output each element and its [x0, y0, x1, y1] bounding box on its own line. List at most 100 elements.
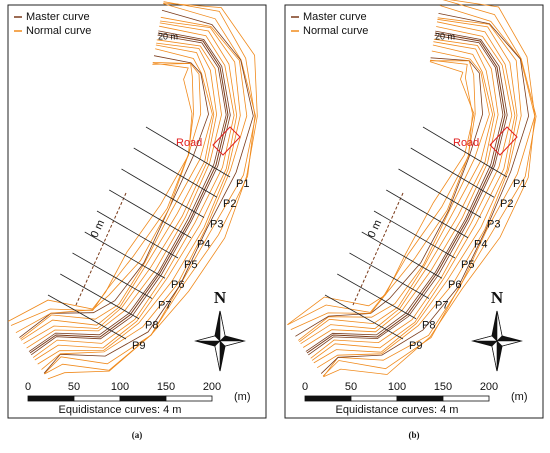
profile-line [386, 189, 469, 239]
panel-frame [284, 4, 544, 419]
panel-caption: (a) [132, 430, 143, 440]
contour-line [320, 13, 530, 374]
north-label: N [491, 288, 504, 307]
contour-line [323, 0, 536, 378]
profile-line [337, 273, 417, 320]
contour-line [23, 42, 218, 345]
profile-label: P1 [236, 178, 249, 190]
profile-label: P9 [132, 340, 145, 352]
road-label: Road [453, 137, 479, 149]
profile-line [96, 210, 179, 259]
profile-label: P2 [223, 198, 236, 210]
profile-label: P7 [435, 299, 448, 311]
scale-label: 0 [25, 381, 31, 393]
scale-note: Equidistance curves: 4 m [336, 404, 459, 416]
contour-line [287, 61, 475, 326]
contour-line [299, 44, 494, 343]
legend-label: Normal curve [26, 25, 91, 37]
profile-line [422, 126, 508, 178]
scale-unit: (m) [234, 391, 251, 403]
scale-segment [350, 395, 398, 402]
profile-label: P5 [184, 259, 197, 271]
contour-line [44, 1, 256, 375]
scale-segment [27, 395, 75, 402]
profile-line [398, 168, 482, 218]
contour-line [43, 9, 254, 374]
profile-line [349, 252, 430, 299]
contour-line [300, 41, 495, 345]
contour-line [290, 60, 476, 330]
profile-line [84, 231, 166, 279]
contour-line [308, 30, 508, 356]
compass-light [195, 310, 245, 372]
contour-line [298, 50, 490, 341]
scale-segment [304, 395, 352, 402]
contour-line [15, 62, 202, 334]
profile-label: P5 [461, 259, 474, 271]
scale-unit: (m) [511, 391, 528, 403]
profile-label: P3 [210, 218, 223, 230]
contour-line [20, 48, 213, 340]
panel-frame [7, 4, 267, 419]
profile-line [121, 168, 205, 218]
contour-line [26, 39, 222, 349]
contour-line [41, 16, 248, 370]
contour-line [313, 18, 518, 364]
contour-line [29, 32, 229, 354]
north-label: N [214, 288, 227, 307]
scale-note: Equidistance curves: 4 m [59, 404, 182, 416]
profile-line [410, 147, 495, 198]
profile-label: P6 [171, 279, 184, 291]
profile-line [72, 252, 153, 299]
road [212, 126, 241, 156]
contour-line [323, 5, 536, 377]
contour-line [19, 55, 209, 338]
profile-label: P8 [422, 320, 435, 332]
scale-label: 150 [157, 381, 175, 393]
panel-caption: (b) [409, 430, 420, 440]
profile-label: P4 [474, 239, 487, 251]
contour-line [287, 59, 473, 326]
profile-label: P1 [513, 178, 526, 190]
profile-line [145, 126, 231, 178]
scale-label: 100 [388, 381, 406, 393]
profile-line [133, 147, 218, 198]
profile-label: P2 [500, 198, 513, 210]
contour-line [311, 21, 516, 361]
scale-label: 150 [434, 381, 452, 393]
contour-line [322, 0, 537, 377]
scale-label: 50 [68, 381, 80, 393]
scale-segment [119, 395, 167, 402]
compass-light [472, 310, 522, 372]
contour-line [295, 57, 484, 337]
profile-label: P9 [409, 340, 422, 352]
road-label: Road [176, 137, 202, 149]
contour-label: 20 m [158, 31, 178, 41]
profile-line [60, 273, 140, 320]
profile-label: P3 [487, 218, 500, 230]
scale-segment [442, 395, 490, 402]
contour-line [302, 38, 499, 348]
axis-label: 0 m [366, 218, 385, 240]
profile-label: P7 [158, 299, 171, 311]
scale-label: 100 [111, 381, 129, 393]
legend-label: Master curve [303, 11, 367, 23]
scale-label: 50 [345, 381, 357, 393]
scale-label: 200 [480, 381, 498, 393]
contour-line [20, 44, 215, 341]
axis-line [352, 192, 404, 306]
contour-line [44, 3, 257, 374]
scale-segment [73, 395, 121, 402]
scale-segment [396, 395, 444, 402]
scale-label: 200 [203, 381, 221, 393]
contour-line [28, 34, 227, 352]
contour-line [305, 34, 504, 352]
contour-line [47, 2, 258, 380]
legend-label: Master curve [26, 11, 90, 23]
contour-line [316, 17, 522, 369]
axis-line [75, 192, 127, 306]
legend-label: Normal curve [303, 25, 368, 37]
